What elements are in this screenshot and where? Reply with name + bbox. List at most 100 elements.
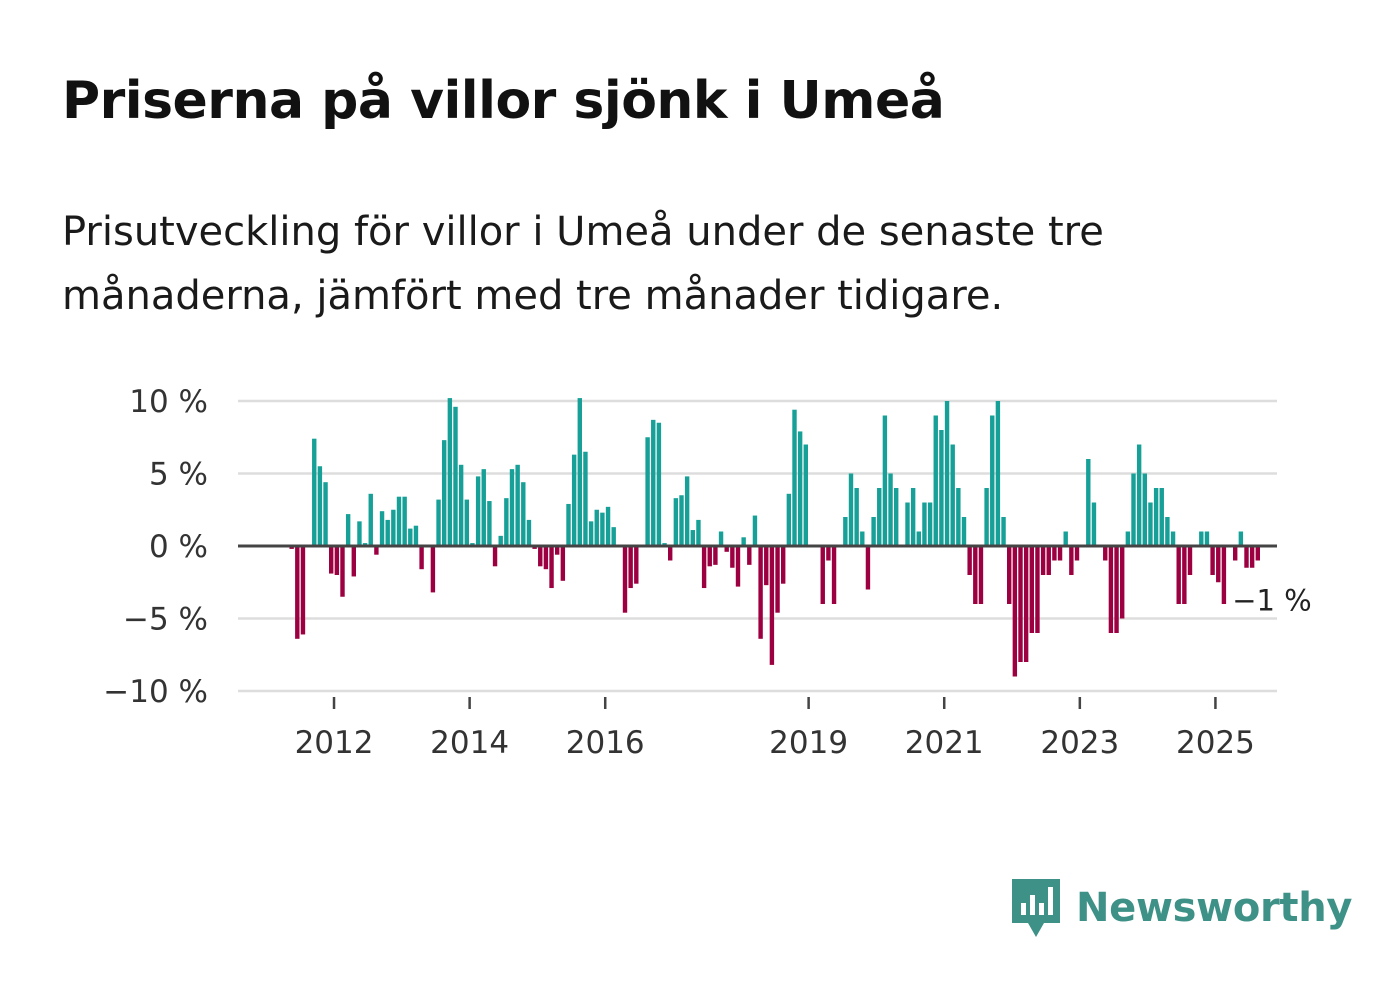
bar-negative	[1120, 546, 1125, 619]
bar-negative	[634, 546, 639, 584]
bar-positive	[690, 530, 695, 546]
bar-negative	[820, 546, 825, 604]
bar-negative	[1255, 546, 1260, 561]
bar-positive	[487, 501, 492, 546]
bar-positive	[882, 415, 888, 546]
bar-positive	[605, 506, 611, 546]
bar-positive	[481, 469, 486, 546]
bar-positive	[871, 517, 876, 546]
newsworthy-logo[interactable]: Newsworthy	[1010, 876, 1353, 940]
bar-positive	[961, 517, 967, 546]
bar-positive	[583, 451, 588, 546]
bar-negative	[781, 546, 786, 584]
bar-positive	[956, 488, 961, 546]
bar-positive	[984, 488, 989, 546]
bar-negative	[1114, 546, 1119, 633]
bar-negative	[351, 546, 356, 577]
bar-positive	[1142, 473, 1147, 546]
bar-positive	[464, 499, 469, 546]
bar-negative	[560, 546, 566, 581]
bar-positive	[1125, 531, 1131, 546]
bar-negative	[1244, 546, 1249, 568]
bar-negative	[1046, 546, 1051, 575]
bar-negative	[543, 546, 549, 570]
bar-positive	[1159, 488, 1164, 546]
bar-negative	[1023, 546, 1029, 662]
bar-positive	[679, 495, 684, 546]
bar-positive	[1091, 502, 1097, 546]
bar-positive	[317, 466, 323, 546]
y-tick-label: 10 %	[129, 384, 208, 420]
y-tick-label: 5 %	[149, 457, 208, 493]
chart-title: Priserna på villor sjönk i Umeå	[62, 71, 945, 131]
bar-positive	[792, 409, 797, 546]
bar-positive	[357, 521, 362, 546]
bar-positive	[803, 444, 808, 546]
bar-positive	[718, 531, 724, 546]
bar-positive	[645, 437, 650, 546]
bar-negative	[758, 546, 763, 639]
bar-positive	[1170, 531, 1176, 546]
bar-negative	[295, 546, 300, 639]
x-tick-label: 2012	[295, 725, 374, 761]
bar-positive	[447, 398, 453, 546]
bar-negative	[1007, 546, 1012, 604]
bar-negative	[730, 546, 735, 568]
brand-name: Newsworthy	[1076, 885, 1353, 931]
bar-positive	[1131, 473, 1136, 546]
bar-positive	[442, 440, 447, 546]
bar-negative	[1187, 546, 1193, 575]
bar-positive	[1063, 531, 1068, 546]
bar-negative	[826, 546, 831, 561]
bar-negative	[747, 546, 752, 565]
bar-positive	[656, 422, 662, 546]
bar-positive	[797, 431, 803, 546]
bar-positive	[684, 476, 690, 546]
bar-negative	[374, 546, 379, 555]
bar-negative	[831, 546, 837, 604]
bar-negative	[430, 546, 436, 593]
bar-positive	[521, 482, 526, 546]
bar-positive	[368, 493, 373, 546]
bar-positive	[651, 419, 656, 546]
bar-positive	[475, 476, 481, 546]
y-tick-label: −5 %	[123, 602, 208, 638]
bar-positive	[1153, 488, 1159, 546]
bar-negative	[1012, 546, 1018, 677]
bars	[283, 398, 1260, 677]
bar-negative	[973, 546, 978, 604]
bar-negative	[1233, 546, 1238, 561]
x-tick-label: 2021	[905, 725, 984, 761]
bar-positive	[588, 521, 594, 546]
bar-negative	[735, 546, 741, 587]
bar-positive	[458, 464, 464, 546]
bar-positive	[860, 531, 865, 546]
bar-positive	[1204, 531, 1210, 546]
bar-positive	[379, 511, 385, 546]
bar-negative	[1069, 546, 1074, 575]
bar-positive	[1148, 502, 1153, 546]
bar-negative	[668, 546, 673, 561]
bar-negative	[492, 546, 498, 567]
bar-positive	[504, 498, 509, 546]
bar-positive	[396, 496, 402, 546]
chart-subtitle: Prisutveckling för villor i Umeå under d…	[62, 209, 1104, 319]
bar-negative	[967, 546, 972, 575]
bar-negative	[1108, 546, 1114, 633]
bar-negative	[1176, 546, 1181, 604]
newsworthy-logo-icon	[1012, 879, 1060, 937]
bar-positive	[345, 514, 351, 546]
bar-positive	[995, 401, 1001, 546]
bar-positive	[673, 498, 679, 546]
bar-negative	[300, 546, 306, 635]
bar-negative	[1029, 546, 1034, 633]
bar-positive	[594, 509, 599, 546]
bar-positive	[927, 502, 933, 546]
bar-positive	[571, 454, 577, 546]
x-tick-label: 2025	[1176, 725, 1255, 761]
bar-negative	[775, 546, 780, 613]
bar-negative	[538, 546, 543, 567]
bar-positive	[786, 493, 792, 546]
bar-positive	[905, 502, 910, 546]
bar-positive	[848, 473, 854, 546]
